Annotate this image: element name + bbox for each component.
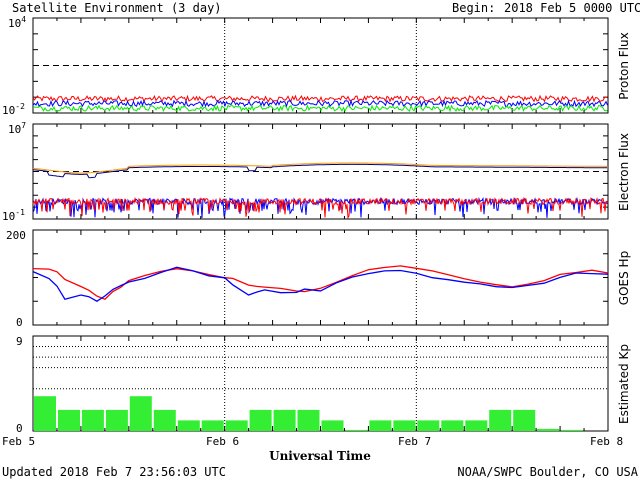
- kp-bar: [537, 428, 560, 431]
- kp-bar: [465, 420, 488, 431]
- xtick-feb5: Feb 5: [2, 435, 35, 448]
- electron-flux-panel: [32, 123, 609, 220]
- electron-high-series-1: [32, 163, 607, 179]
- proton-series-1: [32, 99, 608, 109]
- proton-ylabel: Proton Flux: [617, 32, 631, 99]
- kp-bar: [201, 420, 224, 431]
- kp-bar: [345, 429, 368, 431]
- chart-title: Satellite Environment (3 day): [12, 1, 222, 15]
- kp-bar: [369, 420, 392, 431]
- credit: NOAA/SWPC Boulder, CO USA: [457, 465, 638, 479]
- kp-ylabel: Estimated Kp: [617, 344, 631, 424]
- kp-bar: [81, 409, 104, 431]
- kp-bar: [513, 409, 536, 431]
- kp-bar: [34, 396, 56, 431]
- kp-bar: [225, 420, 248, 431]
- kp-bar: [273, 409, 296, 431]
- kp-ytick-bottom: 0: [16, 422, 23, 435]
- hp-ytick-top: 200: [6, 229, 26, 242]
- electron-ylabel: Electron Flux: [617, 133, 631, 211]
- hp-series-0: [32, 265, 609, 300]
- begin-label: Begin:: [452, 1, 495, 15]
- proton-series-0: [32, 94, 608, 103]
- kp-bar: [561, 429, 584, 431]
- kp-bar: [417, 420, 440, 431]
- kp-bar: [153, 409, 176, 431]
- kp-bar: [129, 396, 152, 431]
- kp-bar: [177, 420, 200, 431]
- hp-ytick-bottom: 0: [16, 316, 23, 329]
- electron-ytick-top: 107: [8, 121, 26, 136]
- hp-series-1: [32, 266, 609, 302]
- proton-ytick-top: 104: [8, 15, 26, 30]
- x-axis-label: Universal Time: [269, 449, 371, 463]
- electron-ytick-bottom: 10-1: [2, 208, 25, 223]
- kp-bar: [393, 420, 416, 431]
- kp-ytick-top: 9: [16, 335, 23, 348]
- xtick-feb8: Feb 8: [590, 435, 623, 448]
- updated-timestamp: Updated 2018 Feb 7 23:56:03 UTC: [2, 465, 226, 479]
- begin-value: 2018 Feb 5 0000 UTC: [504, 1, 640, 15]
- proton-ytick-bottom: 10-2: [2, 102, 25, 117]
- chart-marks: [32, 18, 609, 431]
- kp-bar: [249, 409, 272, 431]
- kp-bar: [489, 409, 512, 431]
- electron-high-series-0: [32, 162, 607, 174]
- goes-hp-panel: [32, 229, 609, 326]
- kp-bar: [297, 409, 320, 431]
- xtick-feb6: Feb 6: [206, 435, 239, 448]
- kp-bar: [321, 420, 344, 431]
- hp-ylabel: GOES Hp: [617, 251, 631, 305]
- kp-bar: [105, 409, 128, 431]
- electron-low-series-3: [32, 196, 609, 220]
- kp-bar: [58, 409, 80, 431]
- proton-series-2: [32, 104, 608, 113]
- xtick-feb7: Feb 7: [398, 435, 431, 448]
- kp-bar: [441, 420, 464, 431]
